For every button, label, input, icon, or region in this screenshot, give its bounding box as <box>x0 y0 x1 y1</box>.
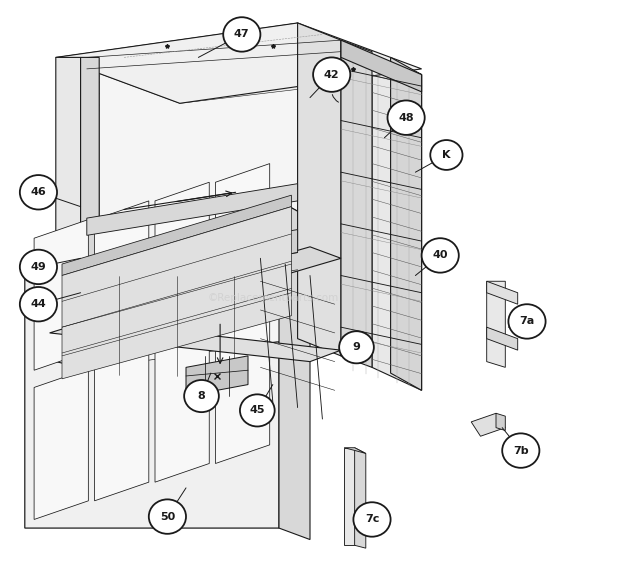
Circle shape <box>353 502 391 537</box>
Text: K: K <box>442 150 451 160</box>
Polygon shape <box>62 195 291 276</box>
Text: 42: 42 <box>324 69 340 80</box>
Polygon shape <box>186 356 248 396</box>
Text: ©Replacementparts.com: ©Replacementparts.com <box>207 293 339 304</box>
Circle shape <box>223 17 260 52</box>
Polygon shape <box>391 57 422 390</box>
Polygon shape <box>496 413 505 430</box>
Circle shape <box>508 304 546 339</box>
Text: 7c: 7c <box>365 514 379 525</box>
Polygon shape <box>155 183 209 333</box>
Text: 7b: 7b <box>513 445 529 456</box>
Text: 7a: 7a <box>520 316 534 327</box>
Text: 44: 44 <box>30 299 46 309</box>
Polygon shape <box>50 321 341 362</box>
Polygon shape <box>25 201 279 528</box>
Polygon shape <box>310 29 415 98</box>
Circle shape <box>240 394 275 426</box>
Polygon shape <box>56 57 81 367</box>
Polygon shape <box>25 201 310 293</box>
Text: 47: 47 <box>234 29 250 40</box>
Polygon shape <box>487 281 505 367</box>
Circle shape <box>339 331 374 363</box>
Polygon shape <box>62 29 310 80</box>
Polygon shape <box>99 23 298 367</box>
Text: 8: 8 <box>198 391 205 401</box>
Circle shape <box>20 175 57 210</box>
Polygon shape <box>155 332 209 482</box>
Text: 48: 48 <box>398 113 414 123</box>
Polygon shape <box>62 80 415 109</box>
Polygon shape <box>95 201 149 351</box>
Polygon shape <box>62 207 291 379</box>
Text: 49: 49 <box>30 262 46 272</box>
Polygon shape <box>298 23 341 356</box>
Polygon shape <box>279 201 310 540</box>
Circle shape <box>20 250 57 284</box>
Text: 46: 46 <box>30 187 46 197</box>
Polygon shape <box>341 40 422 92</box>
Polygon shape <box>355 448 366 548</box>
Polygon shape <box>56 23 422 103</box>
Polygon shape <box>216 164 270 315</box>
Circle shape <box>313 57 350 92</box>
Polygon shape <box>81 57 99 367</box>
Polygon shape <box>56 23 422 103</box>
Polygon shape <box>344 448 355 545</box>
Text: 9: 9 <box>353 342 360 352</box>
Polygon shape <box>87 230 298 287</box>
Polygon shape <box>341 40 372 367</box>
Text: 50: 50 <box>160 511 175 522</box>
Circle shape <box>20 287 57 321</box>
Circle shape <box>149 499 186 534</box>
Text: 40: 40 <box>433 250 448 261</box>
Polygon shape <box>487 281 518 304</box>
Polygon shape <box>34 369 89 519</box>
Polygon shape <box>34 219 89 370</box>
Text: 45: 45 <box>249 405 265 416</box>
Polygon shape <box>87 184 298 235</box>
Polygon shape <box>50 247 341 333</box>
Circle shape <box>422 238 459 273</box>
Polygon shape <box>372 52 422 390</box>
Circle shape <box>430 140 463 170</box>
Polygon shape <box>487 327 518 350</box>
Circle shape <box>388 100 425 135</box>
Polygon shape <box>471 413 505 436</box>
Circle shape <box>502 433 539 468</box>
Polygon shape <box>344 448 366 453</box>
Polygon shape <box>216 313 270 464</box>
Circle shape <box>184 380 219 412</box>
Polygon shape <box>95 350 149 501</box>
